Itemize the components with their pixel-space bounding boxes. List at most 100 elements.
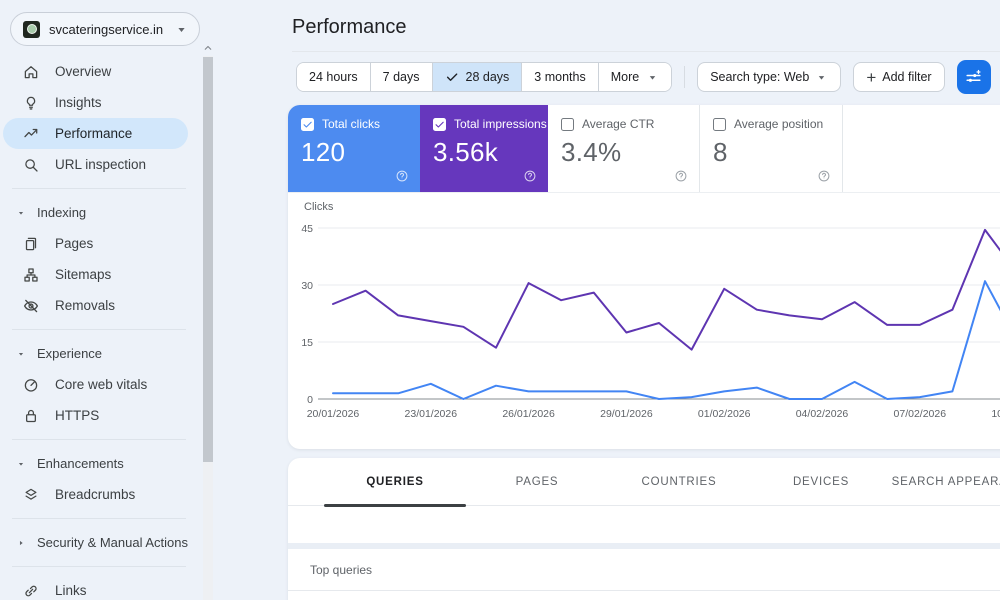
- metric-card-average-ctr[interactable]: Average CTR 3.4%: [548, 105, 700, 192]
- sidebar-divider: [12, 329, 186, 330]
- line-chart-svg: Clicks 0 15 30 45 20/01/2026 23/01/2026 26/01/2…: [301, 201, 1000, 420]
- page-title: Performance: [292, 16, 407, 38]
- breadcrumbs-icon: [22, 486, 40, 504]
- sidebar-nav: Overview Insights Performance URL inspectio…: [0, 56, 202, 600]
- sidebar-item-label: Experience: [37, 346, 103, 361]
- chevron-down-icon: [815, 71, 828, 84]
- tab-search-appearance[interactable]: SEARCH APPEARANCE: [892, 458, 1000, 505]
- sidebar-section-indexing[interactable]: Indexing: [0, 197, 202, 228]
- sidebar-item-label: Insights: [55, 95, 102, 110]
- metrics-row: Total clicks 120 Total impressions 3.56k Ave…: [288, 105, 1000, 193]
- header-divider: [292, 51, 1000, 52]
- clicks-chart[interactable]: Clicks 0 15 30 45 20/01/2026 23/01/2026 26/01/2…: [288, 193, 1000, 423]
- add-filter-label: Add filter: [882, 70, 932, 84]
- sidebar-item-label: Security & Manual Actions: [37, 535, 189, 550]
- caret-down-icon: [16, 459, 26, 469]
- date-filter-label: 3 months: [534, 70, 586, 84]
- help-icon: [523, 169, 537, 183]
- date-filter-more[interactable]: More: [597, 63, 672, 91]
- sidebar-section-security-manual-actions[interactable]: Security & Manual Actions: [0, 527, 202, 558]
- sidebar-item-label: Sitemaps: [55, 267, 112, 282]
- svg-text:0: 0: [307, 394, 313, 406]
- sidebar-item-links[interactable]: Links: [3, 575, 188, 600]
- checkbox-unchecked-icon[interactable]: [561, 117, 574, 131]
- tab-pages[interactable]: PAGES: [466, 458, 608, 505]
- sidebar-item-insights[interactable]: Insights: [3, 87, 188, 118]
- search-type-button[interactable]: Search type: Web: [697, 62, 842, 92]
- date-filter-3-months[interactable]: 3 months: [521, 63, 598, 91]
- property-favicon: [23, 20, 40, 38]
- sidebar-divider: [12, 518, 186, 519]
- sitemaps-icon: [22, 266, 40, 284]
- sidebar-item-overview[interactable]: Overview: [3, 56, 188, 87]
- performance-chart-card: Total clicks 120 Total impressions 3.56k Ave…: [288, 105, 1000, 449]
- sidebar-section-enhancements[interactable]: Enhancements: [0, 448, 202, 479]
- sidebar-item-removals[interactable]: Removals: [3, 290, 188, 321]
- tab-countries[interactable]: COUNTRIES: [608, 458, 750, 505]
- metric-card-total-clicks[interactable]: Total clicks 120: [288, 105, 420, 192]
- checkbox-checked-icon[interactable]: [433, 117, 446, 131]
- svg-text:07/02/2026: 07/02/2026: [894, 408, 947, 420]
- sidebar-item-label: Removals: [55, 298, 116, 313]
- metric-card-total-impressions[interactable]: Total impressions 3.56k: [420, 105, 548, 192]
- tab-devices[interactable]: DEVICES: [750, 458, 892, 505]
- filter-settings-button[interactable]: [956, 60, 991, 94]
- svg-text:15: 15: [301, 337, 313, 349]
- sidebar: svcateringservice.in Overview Insights Per…: [0, 0, 216, 600]
- svg-text:01/02/2026: 01/02/2026: [698, 408, 751, 420]
- sidebar-item-sitemaps[interactable]: Sitemaps: [3, 259, 188, 290]
- sidebar-item-label: Performance: [55, 126, 133, 141]
- date-range-group: 24 hours 7 days 28 days 3 months More: [296, 62, 673, 92]
- metric-value: 3.56k: [433, 137, 499, 167]
- add-filter-button[interactable]: + Add filter: [853, 62, 945, 92]
- svg-text:26/01/2026: 26/01/2026: [502, 408, 555, 420]
- date-filter-label: 24 hours: [309, 70, 358, 84]
- svg-text:04/02/2026: 04/02/2026: [796, 408, 849, 420]
- sidebar-item-core-web-vitals[interactable]: Core web vitals: [3, 369, 188, 400]
- tabs-body: [288, 506, 1000, 543]
- tab-label: SEARCH APPEARANCE: [891, 475, 1000, 488]
- sidebar-item-label: Overview: [55, 64, 112, 79]
- sidebar-scrollbar[interactable]: [202, 42, 214, 600]
- sidebar-divider: [12, 566, 186, 567]
- svg-text:Clicks: Clicks: [304, 201, 334, 213]
- checkbox-checked-icon[interactable]: [301, 117, 314, 131]
- sidebar-item-breadcrumbs[interactable]: Breadcrumbs: [3, 479, 188, 510]
- checkbox-unchecked-icon[interactable]: [713, 117, 726, 131]
- help-icon: [395, 169, 409, 183]
- scroll-up-icon[interactable]: [202, 42, 214, 54]
- sidebar-item-label: Links: [55, 583, 87, 598]
- performance-icon: [22, 125, 40, 143]
- table-header-row: Top queries: [288, 549, 1000, 591]
- lock-icon: [22, 407, 40, 425]
- date-filter-24-hours[interactable]: 24 hours: [297, 63, 370, 91]
- removals-icon: [22, 297, 40, 315]
- tab-queries[interactable]: QUERIES: [324, 458, 466, 507]
- check-icon: [445, 70, 459, 84]
- sidebar-item-label: Core web vitals: [55, 377, 148, 392]
- tune-add-icon: [964, 68, 983, 87]
- sidebar-section-experience[interactable]: Experience: [0, 338, 202, 369]
- svg-text:10/02/2026: 10/02/2026: [991, 408, 1000, 420]
- gauge-icon: [22, 376, 40, 394]
- date-filter-28-days[interactable]: 28 days: [431, 63, 522, 91]
- sidebar-item-performance[interactable]: Performance: [3, 118, 188, 149]
- sidebar-item-label: Pages: [55, 236, 94, 251]
- sidebar-item-https[interactable]: HTTPS: [3, 400, 188, 431]
- metric-card-average-position[interactable]: Average position 8: [700, 105, 843, 192]
- pages-icon: [22, 235, 40, 253]
- chevron-down-icon: [174, 22, 189, 37]
- property-name: svcateringservice.in: [49, 21, 164, 37]
- scrollbar-track[interactable]: [203, 56, 213, 600]
- sidebar-item-label: Enhancements: [37, 456, 124, 471]
- date-filter-label: 28 days: [465, 70, 510, 84]
- property-selector[interactable]: svcateringservice.in: [10, 12, 200, 46]
- metric-label: Total clicks: [322, 117, 381, 131]
- metric-label: Total impressions: [454, 117, 547, 131]
- date-filter-7-days[interactable]: 7 days: [369, 63, 432, 91]
- scrollbar-thumb[interactable]: [203, 57, 213, 462]
- toolbar: 24 hours 7 days 28 days 3 months More Search…: [296, 60, 1000, 94]
- sidebar-item-url-inspection[interactable]: URL inspection: [3, 149, 188, 180]
- help-icon: [817, 169, 831, 183]
- sidebar-item-pages[interactable]: Pages: [3, 228, 188, 259]
